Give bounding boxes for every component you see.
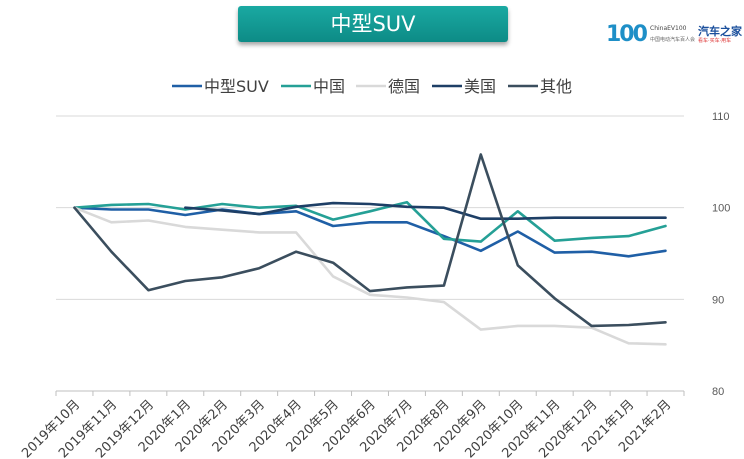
legend-label: 德国: [388, 77, 420, 96]
series-line-3: [184, 201, 667, 220]
logo-chinese-small: 中国电动汽车百人会: [650, 37, 696, 43]
y-tick-label: 110: [712, 111, 730, 123]
y-tick-label: 80: [712, 386, 724, 398]
y-tick-label: 90: [712, 294, 724, 306]
series-line-4: [73, 153, 667, 328]
brand-logo: 100 ChinaEV100 中国电动汽车百人会 汽车之家 看车·买车·用车: [606, 22, 744, 48]
series-line-0: [73, 206, 667, 258]
logo-tagline: 看车·买车·用车: [698, 38, 732, 44]
series-line-1: [73, 200, 667, 243]
legend-label: 美国: [464, 77, 496, 96]
legend-label: 中型SUV: [204, 77, 269, 96]
chart-title-banner: 中型SUV: [238, 6, 508, 42]
logo-number: 100: [606, 22, 648, 47]
logo-brand: 汽车之家: [698, 25, 742, 38]
series-line-2: [73, 206, 667, 346]
logo-english: ChinaEV100: [650, 25, 687, 32]
y-tick-label: 100: [712, 203, 730, 215]
legend-label: 中国: [313, 77, 345, 96]
legend-label: 其他: [540, 77, 572, 96]
